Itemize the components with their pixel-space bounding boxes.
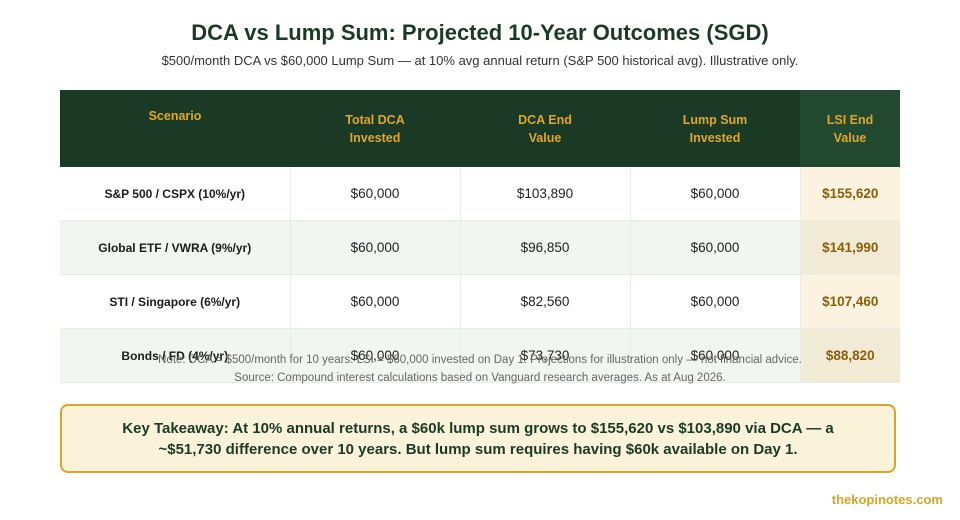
page-subtitle: $500/month DCA vs $60,000 Lump Sum — at … — [161, 53, 799, 68]
lump-invested-cell: $60,000 — [629, 328, 800, 383]
page-title: DCA vs Lump Sum: Projected 10-Year Outco… — [191, 20, 769, 45]
column-header-scenario: Scenario — [60, 90, 290, 167]
scenario-cell: Global ETF / VWRA (9%/yr) — [60, 220, 290, 275]
brand-watermark: thekopinotes.com — [831, 492, 943, 507]
dca-end-cell: $96,850 — [459, 220, 630, 275]
table-row: Global ETF / VWRA (9%/yr) $60,000 $96,85… — [60, 220, 900, 275]
column-header-lump-sum-invested: Lump Sum Invested — [630, 90, 800, 167]
lsi-end-cell: $107,460 — [799, 274, 900, 329]
column-header-total-dca-invested: Total DCA Invested — [290, 90, 460, 167]
table-row: Bonds / FD (4%/yr) $60,000 $73,730 $60,0… — [60, 328, 900, 383]
footnote: Note: DCA = $500/month for 10 years. LSI… — [0, 351, 960, 387]
scenario-cell: Bonds / FD (4%/yr) — [60, 328, 290, 383]
key-takeaway-box: Key Takeaway: At 10% annual returns, a $… — [60, 404, 896, 473]
table-header: Scenario Total DCA Invested DCA End Value … — [60, 90, 900, 167]
footnote-disclaimer: Note: DCA = $500/month for 10 years. LSI… — [158, 354, 802, 366]
comparison-table: Scenario Total DCA Invested DCA End Value … — [60, 90, 900, 383]
table-row: STI / Singapore (6%/yr) $60,000 $82,560 … — [60, 274, 900, 329]
lump-invested-cell: $60,000 — [629, 167, 800, 221]
dca-end-cell: $103,890 — [459, 167, 630, 221]
lump-invested-cell: $60,000 — [629, 220, 800, 275]
dca-invested-cell: $60,000 — [289, 167, 460, 221]
scenario-cell: S&P 500 / CSPX (10%/yr) — [60, 167, 290, 221]
dca-invested-cell: $60,000 — [289, 328, 460, 383]
footnote-source: Source: Compound interest calculations b… — [234, 372, 726, 384]
column-header-dca-end-value: DCA End Value — [460, 90, 630, 167]
scenario-cell: STI / Singapore (6%/yr) — [60, 274, 290, 329]
lsi-end-cell: $88,820 — [799, 328, 900, 383]
column-header-lsi-end-value: LSI End Value — [800, 90, 900, 167]
dca-invested-cell: $60,000 — [289, 220, 460, 275]
lsi-end-cell: $141,990 — [799, 220, 900, 275]
lsi-end-cell: $155,620 — [799, 167, 900, 221]
table-row: S&P 500 / CSPX (10%/yr) $60,000 $103,890… — [60, 167, 900, 221]
dca-end-cell: $73,730 — [459, 328, 630, 383]
dca-invested-cell: $60,000 — [289, 274, 460, 329]
key-takeaway-text: Key Takeaway: At 10% annual returns, a $… — [122, 419, 834, 458]
dca-end-cell: $82,560 — [459, 274, 630, 329]
lump-invested-cell: $60,000 — [629, 274, 800, 329]
